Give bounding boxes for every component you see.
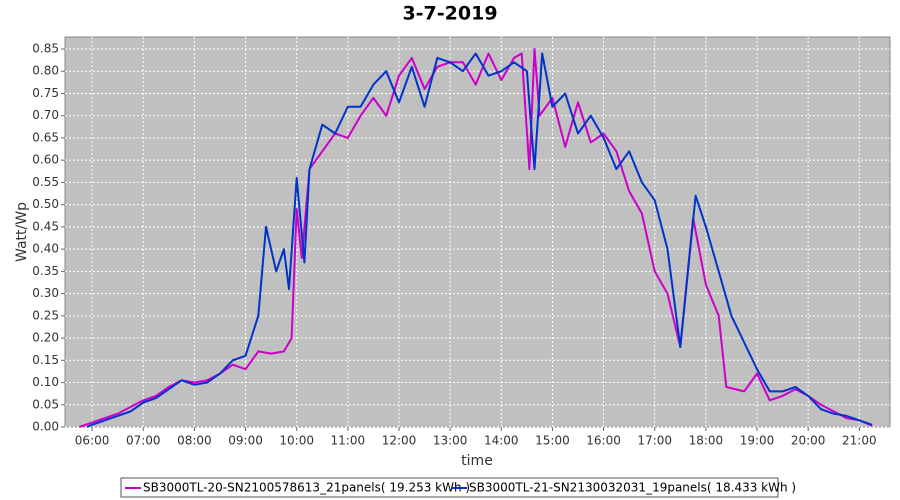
x-tick-label: 06:00 [75, 434, 110, 448]
x-tick-label: 16:00 [586, 434, 621, 448]
x-axis-label: time [461, 453, 493, 469]
x-tick-label: 18:00 [689, 434, 724, 448]
legend [120, 477, 779, 498]
legend-label: SB3000TL-21-SN2130032031_19panels( 18.43… [469, 481, 796, 495]
y-tick-label: 0.35 [32, 264, 59, 278]
chart-title: 3-7-2019 [402, 3, 497, 25]
x-tick-label: 19:00 [740, 434, 775, 448]
x-tick-label: 17:00 [637, 434, 672, 448]
y-tick-label: 0.85 [32, 42, 59, 56]
y-tick-label: 0.10 [32, 375, 59, 389]
y-axis-label: Watt/Wp [14, 202, 30, 262]
y-tick-label: 0.45 [32, 219, 59, 233]
x-tick-label: 07:00 [126, 434, 161, 448]
x-tick-label: 08:00 [177, 434, 212, 448]
y-tick-label: 0.05 [32, 397, 59, 411]
y-tick-label: 0.55 [32, 175, 59, 189]
x-tick-label: 13:00 [433, 434, 468, 448]
x-tick-label: 12:00 [382, 434, 417, 448]
y-tick-label: 0.00 [32, 420, 59, 434]
x-tick-label: 21:00 [842, 434, 877, 448]
y-tick-label: 0.30 [32, 286, 59, 300]
y-tick-label: 0.15 [32, 353, 59, 367]
y-tick-label: 0.65 [32, 130, 59, 144]
x-tick-label: 11:00 [331, 434, 366, 448]
y-tick-label: 0.40 [32, 242, 59, 256]
x-tick-label: 14:00 [484, 434, 519, 448]
x-tick-label: 10:00 [279, 434, 314, 448]
y-tick-label: 0.20 [32, 331, 59, 345]
y-tick-label: 0.70 [32, 108, 59, 122]
y-tick-label: 0.80 [32, 64, 59, 78]
x-tick-label: 09:00 [228, 434, 263, 448]
series-line [86, 52, 873, 428]
y-tick-label: 0.25 [32, 308, 59, 322]
y-tick-label: 0.60 [32, 153, 59, 167]
x-tick-label: 15:00 [535, 434, 570, 448]
y-tick-label: 0.75 [32, 86, 59, 100]
plot-area [64, 36, 891, 428]
y-tick-label: 0.50 [32, 197, 59, 211]
x-tick-label: 20:00 [791, 434, 826, 448]
legend-label: SB3000TL-20-SN2100578613_21panels( 19.25… [143, 481, 470, 495]
